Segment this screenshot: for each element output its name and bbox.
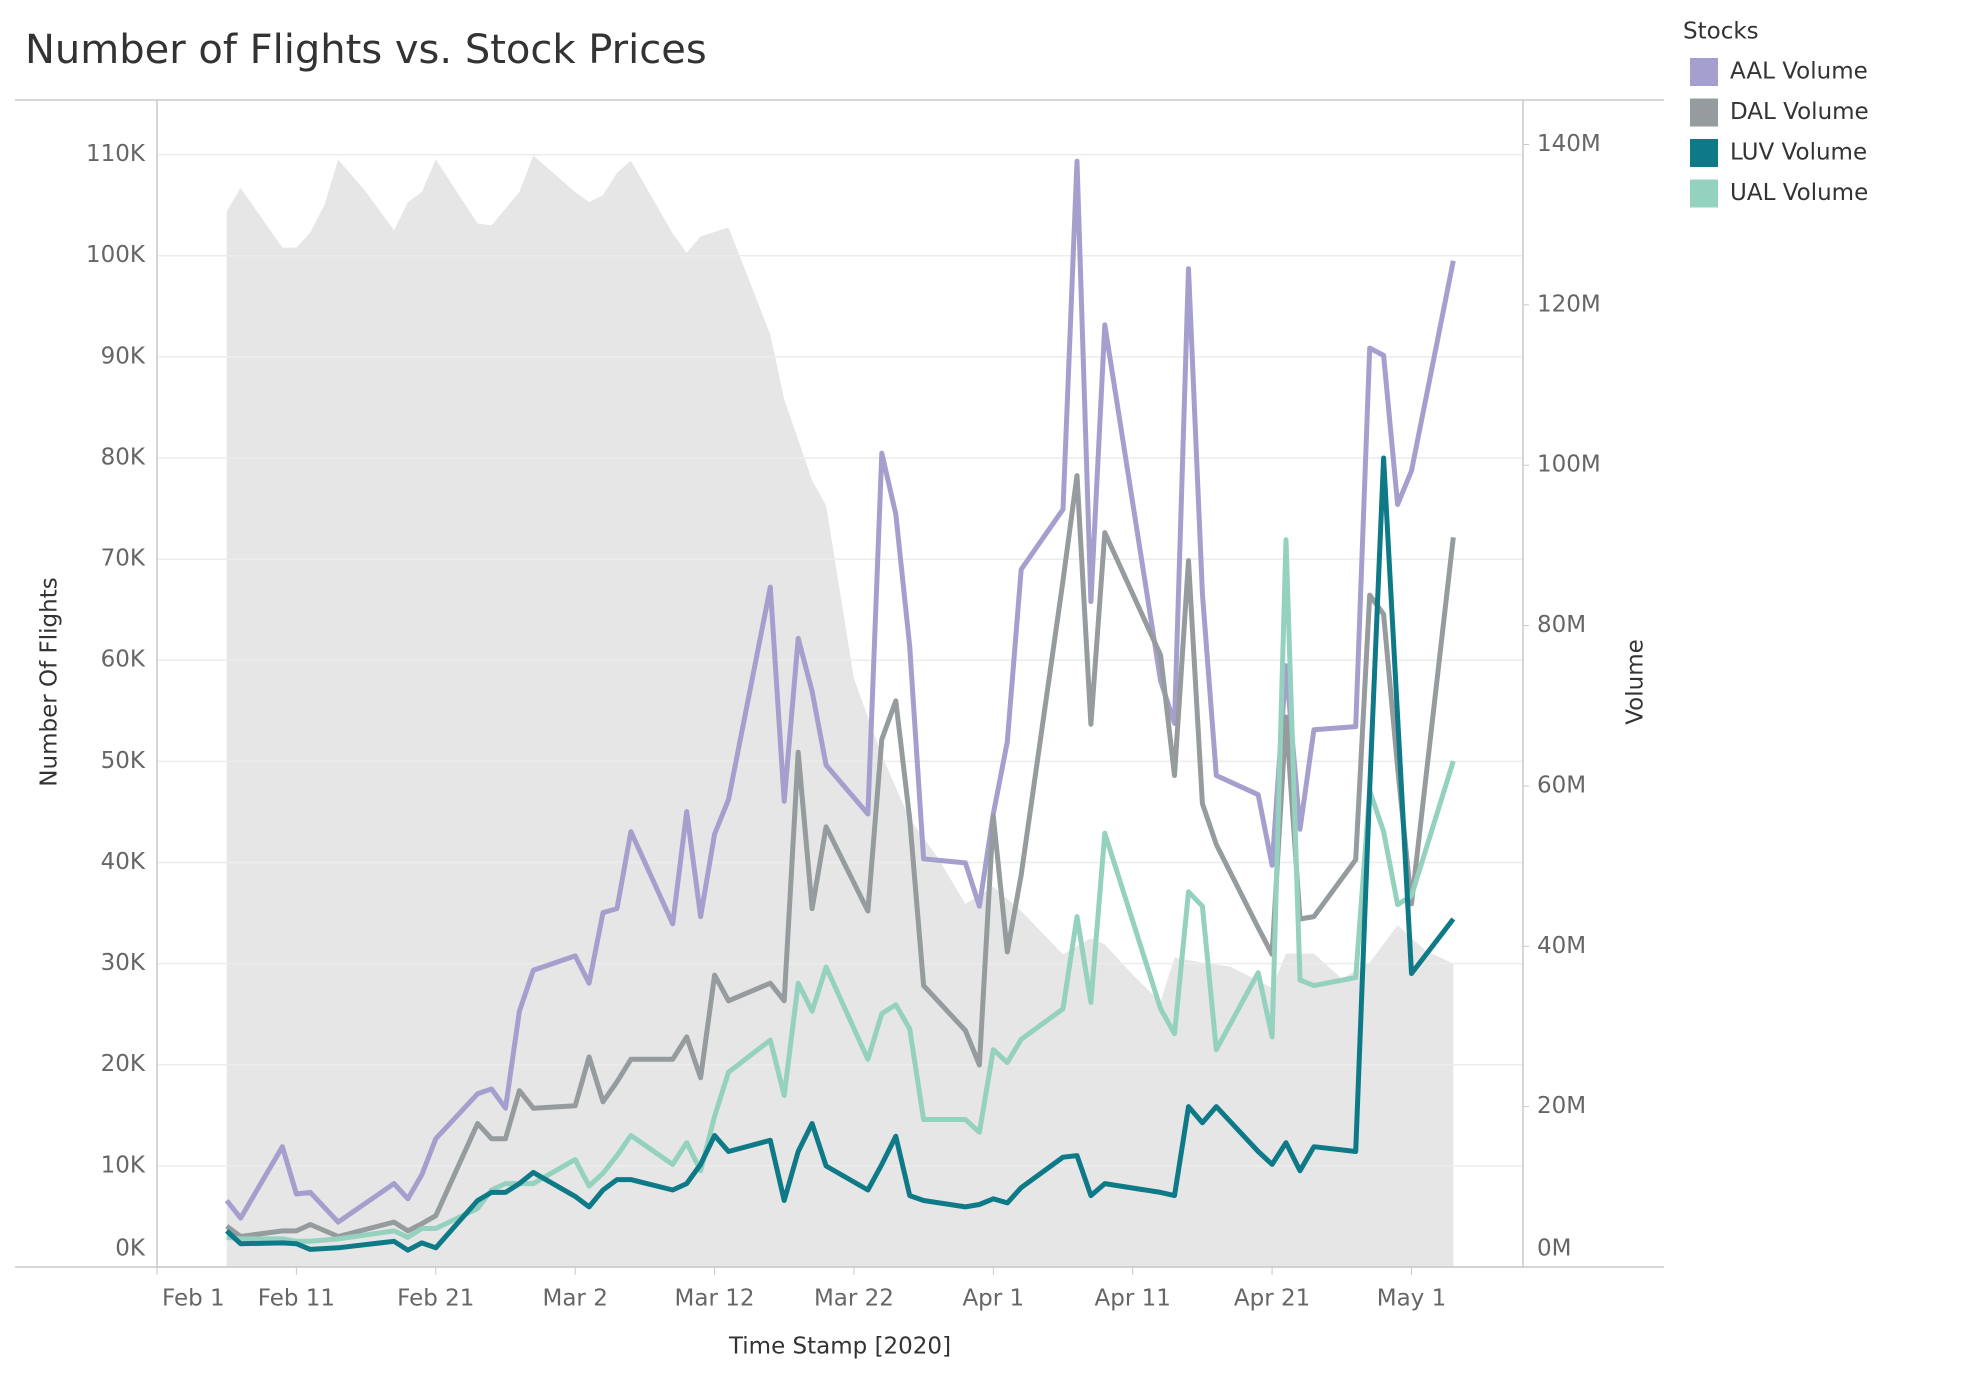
y-tick-label: 20K — [101, 1051, 146, 1077]
x-tick-label: Feb 21 — [397, 1286, 474, 1312]
y2-tick-label: 40M — [1537, 933, 1586, 959]
x-tick-label: Mar 2 — [542, 1286, 607, 1312]
y-tick-label: 70K — [101, 546, 146, 572]
y-tick-label: 50K — [101, 748, 146, 774]
legend-title: Stocks — [1683, 19, 1759, 45]
legend-swatch — [1690, 179, 1718, 208]
x-axis-title: Time Stamp [2020] — [728, 1334, 951, 1360]
x-tick-label: Apr 11 — [1095, 1286, 1171, 1312]
x-tick-label: Feb 1 — [162, 1286, 225, 1312]
y2-tick-label: 0M — [1537, 1236, 1571, 1262]
y-tick-label: 110K — [86, 141, 146, 167]
y-tick-label: 80K — [101, 444, 146, 470]
x-tick-label: May 1 — [1377, 1286, 1447, 1312]
y-tick-label: 30K — [101, 950, 146, 976]
y-tick-label: 100K — [86, 242, 146, 268]
y2-tick-label: 100M — [1537, 452, 1601, 478]
y-tick-label: 40K — [101, 849, 146, 875]
legend-label: AAL Volume — [1730, 59, 1868, 85]
series-line — [224, 158, 1456, 1225]
y-axis-title: Number Of Flights — [37, 577, 63, 786]
legend-swatch — [1690, 58, 1718, 86]
y2-tick-label: 20M — [1537, 1093, 1586, 1119]
legend-label: LUV Volume — [1730, 140, 1867, 166]
x-tick-label: Mar 12 — [675, 1286, 755, 1312]
chart-title: Number of Flights vs. Stock Prices — [25, 27, 707, 73]
y-tick-label: 0K — [115, 1236, 146, 1262]
x-tick-label: Apr 21 — [1234, 1286, 1310, 1312]
legend-label: UAL Volume — [1730, 180, 1868, 206]
series-line — [225, 455, 1456, 1253]
x-tick-label: Apr 1 — [962, 1286, 1024, 1312]
legend-swatch — [1690, 98, 1718, 127]
y2-tick-label: 120M — [1537, 291, 1601, 317]
y2-tick-label: 80M — [1537, 612, 1586, 638]
x-tick-label: Feb 11 — [258, 1286, 335, 1312]
y-tick-label: 10K — [101, 1152, 146, 1178]
y2-tick-label: 140M — [1537, 131, 1601, 157]
legend-swatch — [1690, 139, 1718, 167]
flights-area — [226, 155, 1454, 1268]
x-tick-label: Mar 22 — [814, 1286, 894, 1312]
y-tick-label: 90K — [101, 343, 146, 369]
y2-tick-label: 60M — [1537, 772, 1586, 798]
y2-axis-title: Volume — [1623, 639, 1649, 725]
y-tick-label: 60K — [101, 647, 146, 673]
plot-area — [157, 153, 1523, 1268]
legend-label: DAL Volume — [1730, 99, 1869, 125]
series-line — [225, 473, 1456, 1239]
